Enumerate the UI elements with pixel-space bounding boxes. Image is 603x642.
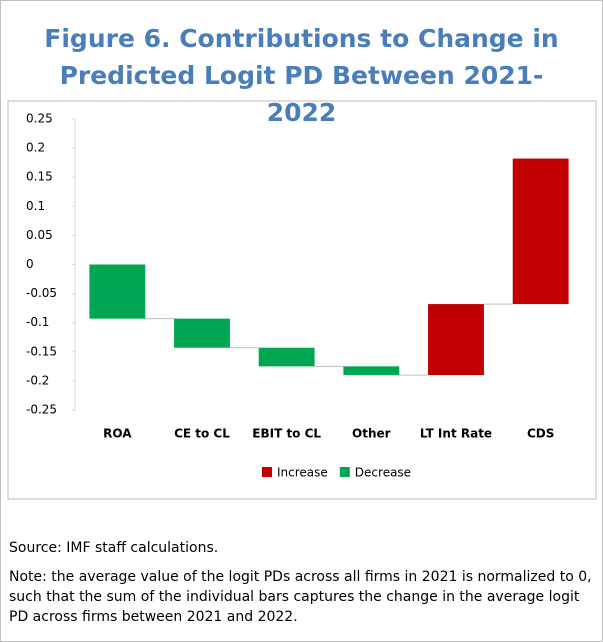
bar [89, 264, 146, 319]
chart: 0.25 0.2 0.15 0.1 0.05 0 -0.05 -0.1 -0.15 -0.2 -0.… [7, 100, 597, 500]
x-tick-label: Other [352, 427, 391, 441]
y-tick-label: -0.1 [26, 315, 49, 329]
y-tick-label: 0.1 [26, 199, 45, 213]
legend-swatch [262, 467, 272, 477]
bar [343, 366, 400, 376]
bar [512, 158, 569, 305]
bar [258, 347, 315, 367]
y-tick-label: -0.15 [26, 344, 57, 358]
y-tick-label: -0.05 [26, 286, 57, 300]
x-tick-label: EBIT to CL [252, 427, 321, 441]
y-tick-label: 0.2 [26, 141, 45, 155]
y-tick-label: -0.2 [26, 373, 49, 387]
source: Source: IMF staff calculations. [9, 540, 219, 556]
bar [428, 304, 484, 376]
chart-border [7, 100, 597, 500]
notes: Source: IMF staff calculations. Note: th… [9, 538, 599, 627]
legend-label: Decrease [355, 466, 411, 480]
y-tick-label: -0.25 [26, 403, 57, 417]
chart-title: Figure 6. Contributions to Change in Pre… [44, 24, 559, 127]
x-tick-label: LT Int Rate [420, 427, 492, 441]
y-tick-label: 0.15 [26, 170, 53, 184]
x-tick-label: CE to CL [174, 427, 230, 441]
bar [174, 318, 230, 348]
legend-label: Increase [277, 466, 328, 480]
legend-swatch [339, 467, 350, 477]
y-tick-label: 0 [26, 257, 34, 271]
y-tick-label: 0.25 [26, 112, 53, 126]
x-tick-label: ROA [103, 427, 132, 441]
y-tick-label: 0.05 [26, 228, 53, 242]
x-tick-label: CDS [527, 427, 554, 441]
note: Note: the average value of the logit PDs… [9, 569, 592, 625]
